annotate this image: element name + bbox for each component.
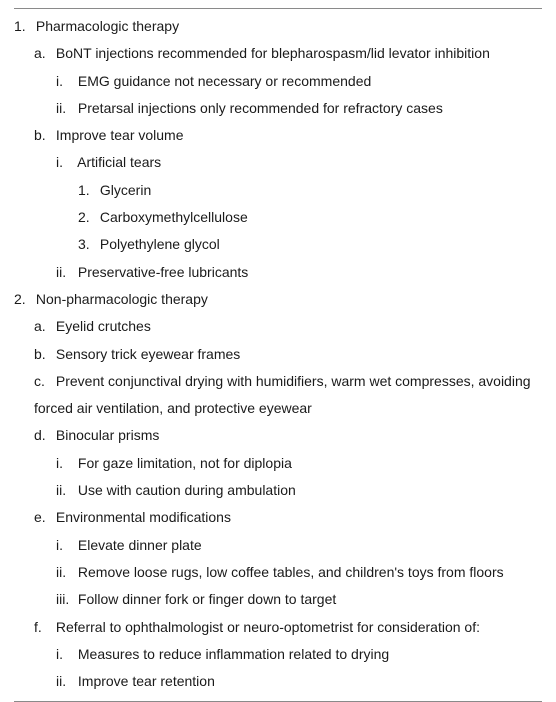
item-1b: b. Improve tear volume i. Artificial tea…	[34, 122, 542, 286]
item-2d-i-text: For gaze limitation, not for diplopia	[78, 455, 292, 471]
item-1a-i-lbl: i.	[56, 68, 74, 95]
item-2d: d. Binocular prisms i. For gaze limitati…	[34, 422, 542, 504]
item-2d-i: i. For gaze limitation, not for diplopia	[56, 450, 542, 477]
item-2e-lbl: e.	[34, 504, 52, 531]
item-2e-ii: ii. Remove loose rugs, low coffee tables…	[56, 559, 542, 586]
item-2e-ii-lbl: ii.	[56, 559, 74, 586]
item-2b: b. Sensory trick eyewear frames	[34, 341, 542, 368]
item-2d-ii: ii. Use with caution during ambulation	[56, 477, 542, 504]
item-2f-ii-text: Improve tear retention	[78, 673, 215, 689]
item-1a-lbl: a.	[34, 40, 52, 67]
item-2f-i-text: Measures to reduce inflammation related …	[78, 646, 389, 662]
item-2-text: Non-pharmacologic therapy	[36, 291, 208, 307]
item-2b-lbl: b.	[34, 341, 52, 368]
item-1b-i-2-lbl: 2.	[78, 204, 96, 231]
item-1a-ii-text: Pretarsal injections only recommended fo…	[78, 100, 443, 116]
item-1a-text: BoNT injections recommended for blepharo…	[56, 45, 490, 61]
item-2e: e. Environmental modifications i. Elevat…	[34, 504, 542, 613]
item-2d-ii-lbl: ii.	[56, 477, 74, 504]
item-2f-lbl: f.	[34, 614, 52, 641]
item-1b-i: i. Artificial tears 1. Glycerin 2. Carbo…	[56, 149, 542, 258]
item-1b-i-3-text: Polyethylene glycol	[100, 236, 220, 252]
item-2a: a. Eyelid crutches	[34, 313, 542, 340]
item-2d-ii-text: Use with caution during ambulation	[78, 482, 296, 498]
item-1a-i-text: EMG guidance not necessary or recommende…	[78, 73, 371, 89]
item-1b-ii-lbl: ii.	[56, 259, 74, 286]
outline-list: 1. Pharmacologic therapy a. BoNT injecti…	[14, 13, 542, 695]
item-1b-text: Improve tear volume	[56, 127, 184, 143]
item-2e-iii: iii. Follow dinner fork or finger down t…	[56, 586, 542, 613]
item-2f-ii: ii. Improve tear retention	[56, 668, 542, 695]
item-1a-ii: ii. Pretarsal injections only recommende…	[56, 95, 542, 122]
item-1b-i-3-lbl: 3.	[78, 231, 96, 258]
item-2e-iii-text: Follow dinner fork or finger down to tar…	[78, 591, 336, 607]
item-2-lbl: 2.	[14, 286, 32, 313]
item-2c: c. Prevent conjunctival drying with humi…	[34, 368, 542, 423]
item-1b-ii-text: Preservative-free lubricants	[78, 264, 248, 280]
item-1b-lbl: b.	[34, 122, 52, 149]
item-1a-i: i. EMG guidance not necessary or recomme…	[56, 68, 542, 95]
item-2d-i-lbl: i.	[56, 450, 74, 477]
item-2e-i-lbl: i.	[56, 532, 74, 559]
top-rule	[14, 8, 542, 9]
item-1b-i-1: 1. Glycerin	[78, 177, 542, 204]
item-2f: f. Referral to ophthalmologist or neuro-…	[34, 614, 542, 696]
item-2c-text: Prevent conjunctival drying with humidif…	[34, 373, 531, 416]
item-2d-text: Binocular prisms	[56, 427, 159, 443]
item-2e-iii-lbl: iii.	[56, 586, 74, 613]
item-1b-ii: ii. Preservative-free lubricants	[56, 259, 542, 286]
item-2d-lbl: d.	[34, 422, 52, 449]
item-2f-text: Referral to ophthalmologist or neuro-opt…	[56, 619, 480, 635]
item-2: 2. Non-pharmacologic therapy a. Eyelid c…	[14, 286, 542, 695]
item-1b-i-3: 3. Polyethylene glycol	[78, 231, 542, 258]
item-2e-text: Environmental modifications	[56, 509, 231, 525]
item-2c-lbl: c.	[34, 368, 52, 395]
item-2f-i-lbl: i.	[56, 641, 74, 668]
item-2f-i: i. Measures to reduce inflammation relat…	[56, 641, 542, 668]
item-1b-i-2: 2. Carboxymethylcellulose	[78, 204, 542, 231]
item-1: 1. Pharmacologic therapy a. BoNT injecti…	[14, 13, 542, 286]
item-1-text: Pharmacologic therapy	[36, 18, 179, 34]
item-1a-ii-lbl: ii.	[56, 95, 74, 122]
item-2a-lbl: a.	[34, 313, 52, 340]
item-2e-i: i. Elevate dinner plate	[56, 532, 542, 559]
item-1-lbl: 1.	[14, 13, 32, 40]
item-1b-i-1-text: Glycerin	[100, 182, 151, 198]
item-2a-text: Eyelid crutches	[56, 318, 151, 334]
item-1b-i-1-lbl: 1.	[78, 177, 96, 204]
item-1a: a. BoNT injections recommended for bleph…	[34, 40, 542, 122]
item-1b-i-2-text: Carboxymethylcellulose	[100, 209, 248, 225]
item-2e-ii-text: Remove loose rugs, low coffee tables, an…	[78, 564, 504, 580]
item-2f-ii-lbl: ii.	[56, 668, 74, 695]
item-1b-i-lbl: i.	[56, 149, 74, 176]
item-2b-text: Sensory trick eyewear frames	[56, 346, 240, 362]
item-2e-i-text: Elevate dinner plate	[78, 537, 202, 553]
item-1b-i-text: Artificial tears	[77, 154, 161, 170]
